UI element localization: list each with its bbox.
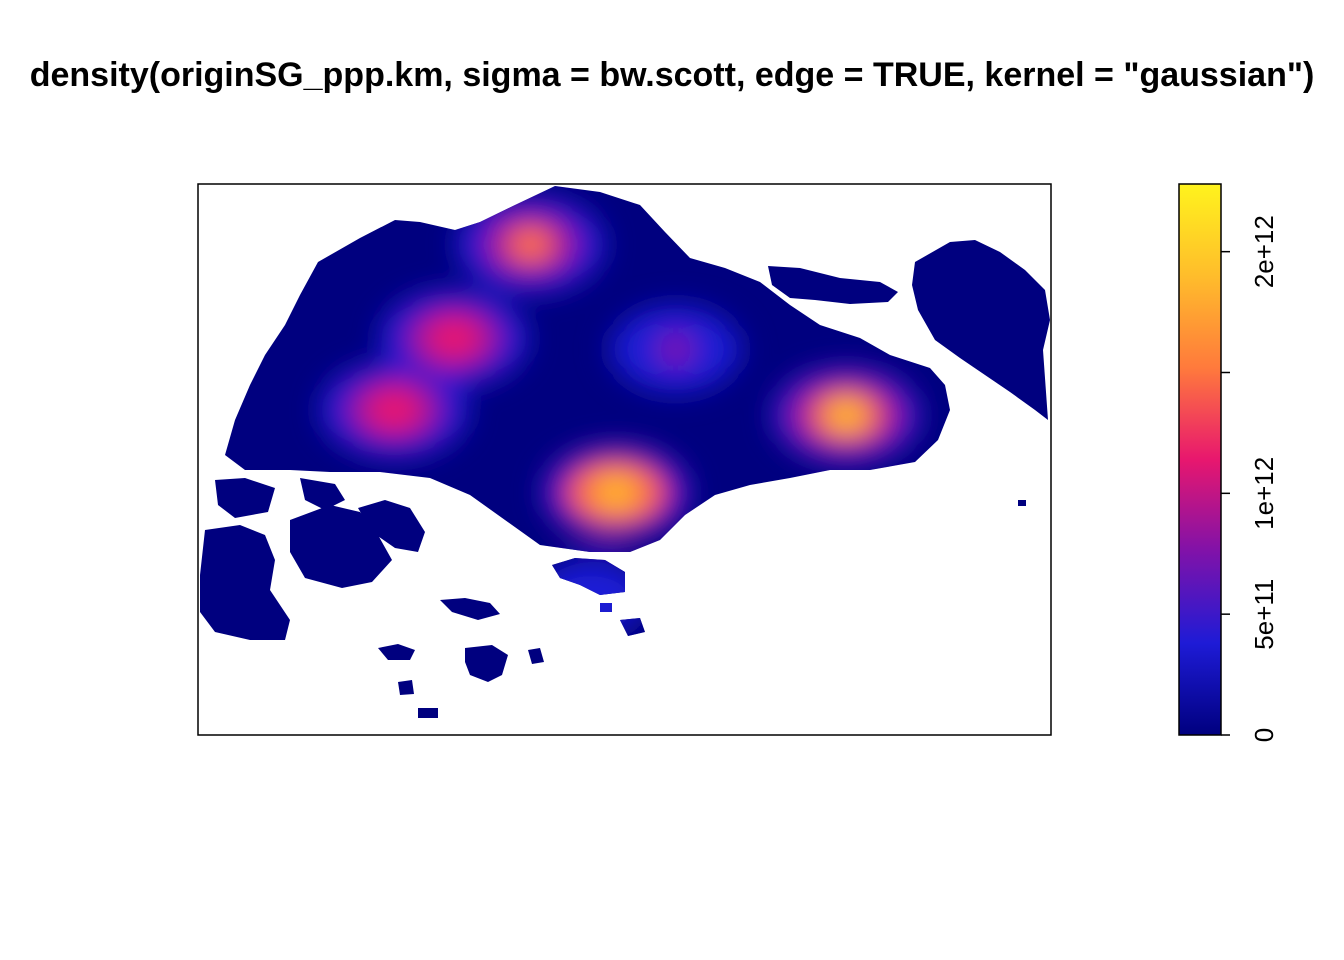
colorbar-tick-label: 2e+12 (1249, 215, 1279, 288)
hotspot-1-level-6 (597, 477, 635, 508)
colorbar-tick-label: 0 (1249, 728, 1279, 742)
colorbar-tick-label: 1e+12 (1249, 457, 1279, 530)
hotspot-2-level-6 (827, 400, 865, 431)
hotspot-7-level-5 (560, 575, 621, 620)
colorbar-gradient (1178, 183, 1222, 736)
plot-frame (197, 183, 1052, 736)
colorbar-tick-label: 5e+11 (1249, 579, 1279, 650)
hotspot-5-level-6 (435, 322, 473, 354)
hotspot-3-level-6 (375, 394, 413, 426)
hotspot-6-level-6 (656, 333, 695, 365)
density-surface (200, 186, 1050, 718)
hotspot-4-level-6 (511, 229, 550, 261)
chart-title: density(originSG_ppp.km, sigma = bw.scot… (29, 56, 1315, 94)
color-legend: 0 5e+11 1e+12 2e+12 (1178, 183, 1279, 742)
hotspot-7-level-6 (571, 581, 610, 613)
